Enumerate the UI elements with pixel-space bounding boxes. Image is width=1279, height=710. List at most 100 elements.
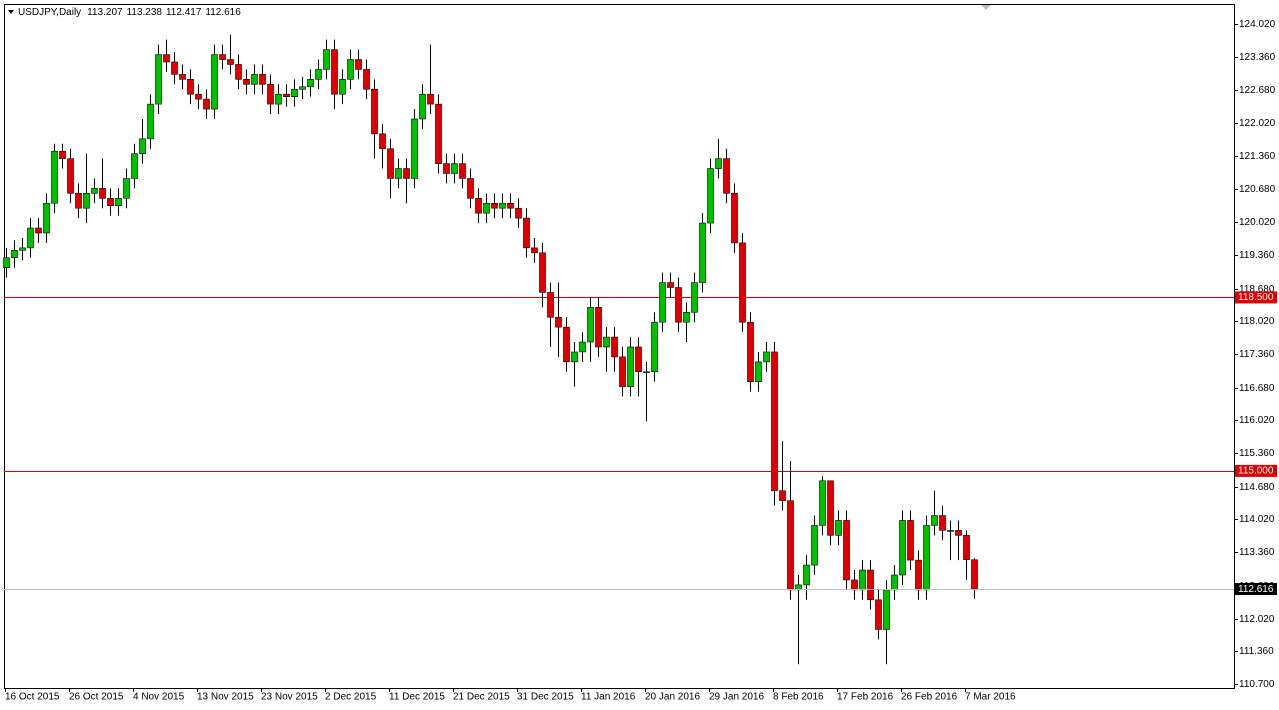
candle-body [131, 153, 138, 179]
candle-body [75, 193, 82, 209]
x-tick-label: 4 Nov 2015 [133, 692, 185, 703]
candle-body [331, 49, 338, 95]
last-close: 112.616 [205, 7, 241, 18]
shift-marker [981, 5, 991, 10]
candle-body [779, 490, 786, 501]
x-tick-label: 11 Jan 2016 [581, 692, 636, 703]
candle-body [19, 247, 26, 251]
x-tick-label: 31 Dec 2015 [517, 692, 574, 703]
candle-body [315, 69, 322, 80]
y-tick-label: 120.020 [1239, 217, 1276, 228]
candle-body [891, 574, 898, 591]
candle-body [947, 530, 954, 532]
candle-body [619, 356, 626, 387]
symbol: USDJPY,Daily [18, 7, 81, 18]
candle-body [867, 569, 874, 601]
candle-body [147, 103, 154, 140]
candle-body [587, 307, 594, 343]
candle-body [251, 74, 258, 85]
x-tick-label: 26 Oct 2015 [69, 692, 124, 703]
x-tick-label: 11 Dec 2015 [389, 692, 445, 703]
candle-body [539, 252, 546, 293]
candle-body [827, 480, 834, 536]
candle-body [627, 346, 634, 387]
candle-body [475, 197, 482, 214]
candle-body [211, 54, 218, 110]
candle-body [403, 168, 410, 179]
candle-body [227, 59, 234, 65]
candle-body [835, 520, 842, 536]
candle-body [459, 163, 466, 179]
x-tick-label: 20 Jan 2016 [645, 692, 700, 703]
candle-body [139, 138, 146, 154]
price-tag-label: 115.000 [1238, 466, 1274, 477]
candle-body [715, 158, 722, 169]
candle-body [155, 54, 162, 105]
candle-body [299, 86, 306, 90]
y-tick-label: 114.020 [1239, 514, 1275, 525]
candle-body [283, 93, 290, 97]
candle-body [651, 321, 658, 373]
candle-body [547, 292, 554, 318]
x-tick-label: 7 Mar 2016 [965, 692, 1016, 703]
y-tick-label: 117.360 [1239, 349, 1275, 360]
candle-body [739, 242, 746, 323]
candle-body [971, 559, 978, 590]
candle-body [379, 133, 386, 150]
candle-body [523, 217, 530, 249]
candle-body [291, 88, 298, 97]
y-tick-label: 123.360 [1239, 52, 1276, 63]
candle-body [67, 158, 74, 194]
candle-body [91, 188, 98, 194]
candle-body [187, 79, 194, 95]
candle-body [683, 311, 690, 323]
x-tick-label: 21 Dec 2015 [453, 692, 510, 703]
candle-body [123, 178, 130, 199]
candle-body [363, 69, 370, 90]
header: USDJPY,Daily 113.207 113.238 112.417 112.616 [18, 7, 241, 18]
y-tick-label: 113.360 [1239, 547, 1275, 558]
candle-body [723, 158, 730, 194]
y-tick-label: 112.020 [1239, 614, 1275, 625]
candle-body [635, 346, 642, 373]
candle-body [803, 564, 810, 586]
candle-body [667, 282, 674, 288]
candle-body [699, 222, 706, 283]
candle-body [571, 351, 578, 363]
candle-body [35, 227, 42, 234]
y-tick-label: 114.680 [1239, 482, 1275, 493]
candle-body [483, 202, 490, 214]
candle-body [323, 49, 330, 70]
x-tick-label: 17 Feb 2016 [837, 692, 894, 703]
y-tick-label: 122.680 [1239, 85, 1276, 96]
candle-body [171, 61, 178, 75]
y-tick-label: 116.680 [1239, 383, 1275, 394]
candle-body [875, 599, 882, 630]
candle-body [355, 59, 362, 70]
header-arrow [8, 10, 14, 14]
candle-body [307, 79, 314, 88]
candle-body [771, 351, 778, 492]
x-tick-label: 23 Nov 2015 [261, 692, 318, 703]
candle-body [11, 250, 18, 259]
candle-body [595, 307, 602, 348]
y-tick-label: 116.020 [1239, 415, 1275, 426]
x-tick-label: 29 Jan 2016 [709, 692, 764, 703]
candle-body [707, 168, 714, 224]
candle-body [115, 197, 122, 207]
candle-body [83, 193, 90, 209]
candle-body [163, 54, 170, 63]
y-tick-label: 120.680 [1239, 184, 1276, 195]
candle-body [603, 336, 610, 348]
candle-body [275, 93, 282, 105]
candle-body [339, 79, 346, 95]
candle-body [387, 148, 394, 179]
candle-body [931, 515, 938, 526]
y-tick-label: 122.020 [1239, 118, 1276, 129]
candle-body [923, 525, 930, 591]
candle-body [659, 282, 666, 323]
candle-body [691, 282, 698, 313]
candle-body [851, 579, 858, 591]
